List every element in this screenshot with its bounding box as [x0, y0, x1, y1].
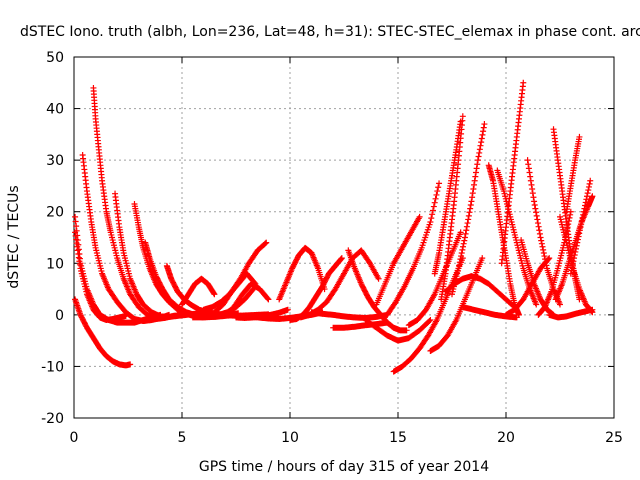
series-points — [373, 213, 423, 308]
series-arc — [211, 239, 270, 316]
plot-frame — [73, 56, 615, 419]
series-arc — [362, 317, 434, 344]
series-points — [362, 317, 434, 344]
y-tick-label: 20 — [46, 205, 64, 221]
grid — [74, 57, 614, 418]
x-tick-label: 10 — [281, 430, 299, 446]
y-axis-label: dSTEC / TECUs — [6, 185, 22, 288]
series-points — [459, 304, 520, 321]
series-points — [494, 167, 540, 308]
series-arc — [546, 306, 596, 321]
x-tick-label: 25 — [605, 430, 623, 446]
series-arc — [112, 190, 207, 320]
series-arc — [276, 244, 328, 303]
series-arc — [438, 113, 466, 303]
series-points — [390, 255, 466, 375]
series-arc — [563, 133, 583, 215]
series-points — [442, 273, 518, 311]
series-arc — [459, 304, 520, 321]
series-points — [384, 180, 443, 318]
series-points — [567, 177, 594, 277]
series-points — [427, 255, 486, 354]
series-points — [211, 239, 270, 316]
series-arc — [345, 247, 410, 334]
x-tick-label: 5 — [178, 430, 187, 446]
series-points — [142, 239, 239, 320]
series-arc — [552, 193, 596, 303]
series-points — [72, 296, 134, 369]
series-points — [438, 113, 466, 303]
series-points — [552, 193, 596, 303]
y-tick-label: 30 — [46, 153, 64, 169]
x-tick-label: 0 — [70, 430, 79, 446]
series-arc — [498, 79, 527, 267]
series-points — [498, 79, 527, 267]
y-tick-label: 40 — [46, 102, 64, 118]
series-arc — [72, 296, 134, 369]
chart-title: dSTEC Iono. truth (albh, Lon=236, Lat=48… — [20, 24, 640, 40]
series-arc — [384, 180, 443, 318]
series-points — [557, 213, 596, 316]
series-arc — [373, 213, 423, 308]
series-arc — [567, 177, 594, 277]
series-points — [222, 280, 272, 318]
x-axis: 0 5 10 15 20 25 — [70, 57, 623, 446]
series-arc — [427, 255, 486, 354]
series-points — [276, 244, 328, 303]
series-points — [112, 190, 207, 320]
data-series — [72, 79, 596, 375]
y-tick-label: -20 — [41, 411, 64, 427]
series-arc — [72, 229, 129, 324]
x-tick-label: 15 — [389, 430, 407, 446]
y-axis: -20 -10 0 10 20 30 40 50 — [41, 50, 614, 427]
x-tick-label: 20 — [497, 430, 515, 446]
series-arc — [442, 273, 518, 311]
series-points — [72, 229, 129, 324]
y-tick-label: -10 — [41, 359, 64, 375]
series-arc — [503, 255, 553, 318]
y-tick-label: 0 — [55, 308, 64, 324]
y-tick-label: 50 — [46, 50, 64, 66]
y-tick-label: 10 — [46, 256, 64, 272]
series-points — [179, 275, 218, 308]
series-arc — [494, 167, 540, 308]
series-arc — [390, 255, 466, 375]
x-axis-label: GPS time / hours of day 315 of year 2014 — [199, 459, 489, 475]
series-points — [546, 306, 596, 321]
series-arc — [142, 239, 239, 320]
series-points — [503, 255, 553, 318]
series-arc — [222, 280, 272, 318]
series-points — [345, 247, 410, 334]
series-points — [563, 133, 583, 215]
series-arc — [179, 275, 218, 308]
series-arc — [557, 213, 596, 316]
